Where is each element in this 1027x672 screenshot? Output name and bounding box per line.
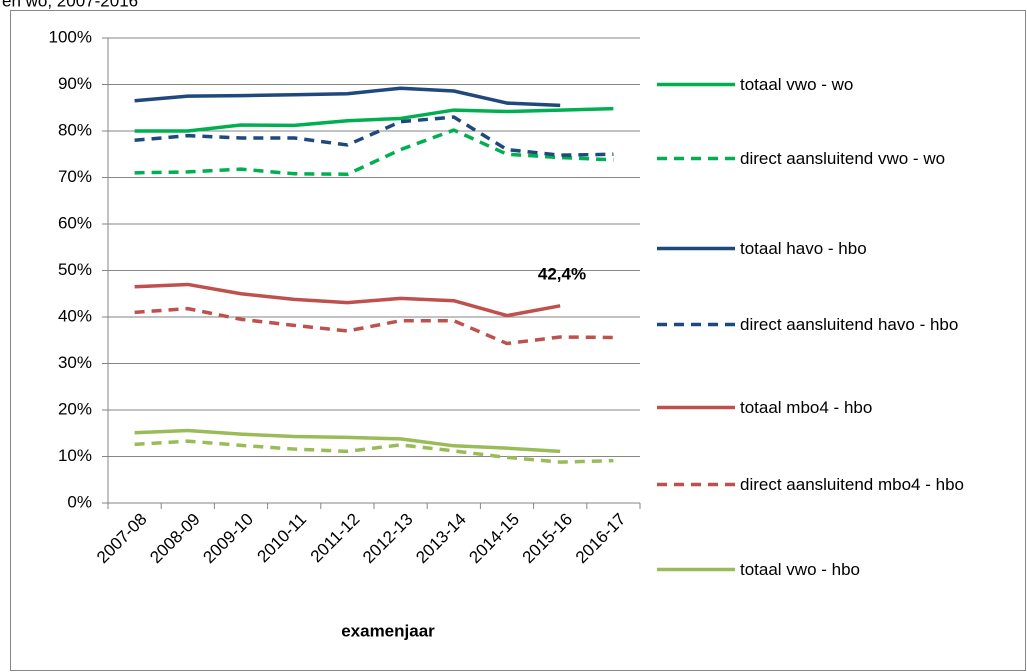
subtitle: en wo, 2007-2016 [2,0,138,10]
x-tick-label: 2009-10 [199,510,257,568]
x-tick-label: 2014-15 [465,510,523,568]
x-tick-label: 2011-12 [307,510,364,567]
y-tick-label: 0% [67,492,92,511]
x-tick-label: 2016-17 [572,510,630,568]
x-tick-label: 2010-11 [254,510,311,567]
y-tick-label: 40% [58,306,92,325]
y-tick-label: 100% [49,27,92,46]
y-tick-label: 70% [58,167,92,186]
y-tick-label: 90% [58,74,92,93]
series-line [134,128,614,176]
series-line [134,306,614,346]
y-tick-label: 10% [58,446,92,465]
series-line [134,106,614,133]
x-tick-label: 2012-13 [359,510,417,568]
legend-label: totaal mbo4 - hbo [740,398,873,417]
series-line [134,86,561,108]
x-tick-label: 2015-16 [519,510,577,568]
series-line [134,428,561,454]
legend-label: totaal vwo - wo [740,75,854,94]
legend-label: totaal havo - hbo [740,239,867,258]
y-tick-label: 20% [58,399,92,418]
legend-label: totaal vwo - hbo [740,560,861,579]
x-tick-label: 2007-08 [93,510,151,568]
series-line [134,439,614,464]
chart-frame [10,10,1026,671]
y-tick-label: 30% [58,353,92,372]
x-tick-label: 2013-14 [412,510,470,568]
y-tick-label: 60% [58,213,92,232]
legend-label: direct aansluitend vwo - wo [740,149,946,168]
series-line [134,115,614,157]
x-tick-label: 2008-09 [146,510,204,568]
series-line [134,282,561,318]
legend-label: direct aansluitend havo - hbo [740,315,959,334]
x-axis-label: examenjaar [341,621,435,640]
y-tick-label: 80% [58,120,92,139]
legend-label: direct aansluitend mbo4 - hbo [740,475,964,494]
y-tick-label: 50% [58,260,92,279]
annotation: 42,4% [538,264,586,283]
